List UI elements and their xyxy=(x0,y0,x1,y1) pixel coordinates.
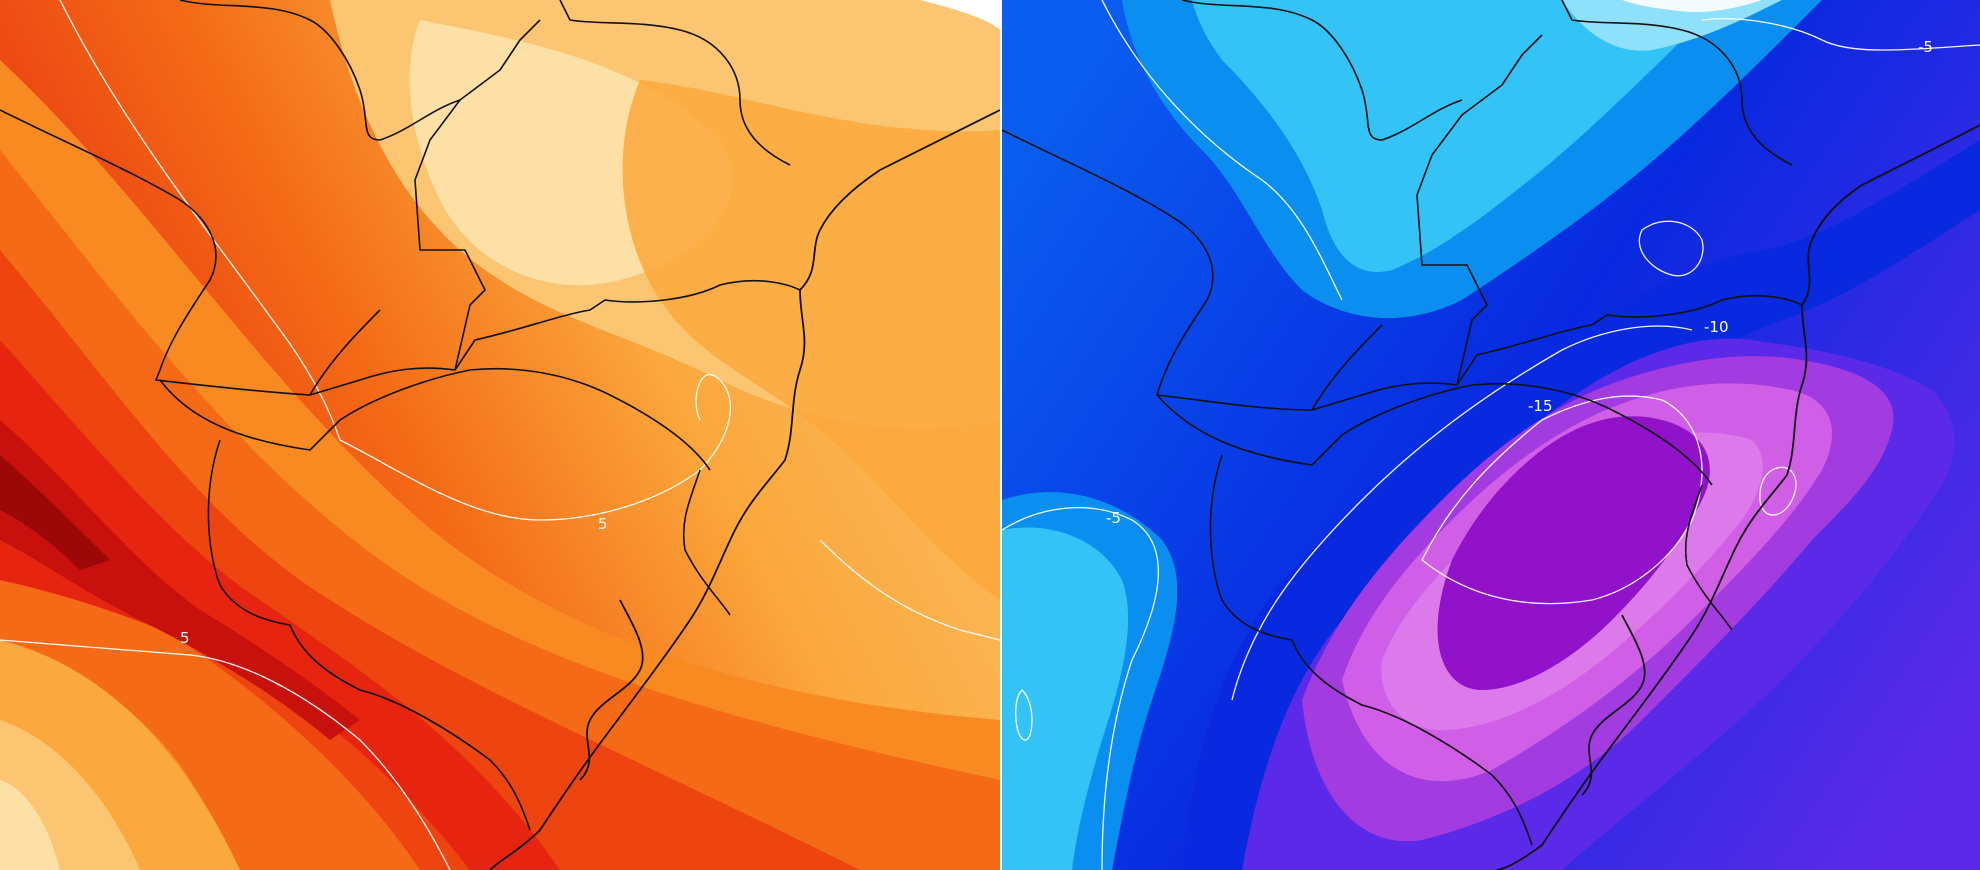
cold-contour-label: -15 xyxy=(1528,397,1553,415)
warm-borders xyxy=(0,0,1000,870)
cold-isotherm-west xyxy=(1002,507,1159,870)
cold-lobe-west-lighter xyxy=(1002,527,1129,870)
warm-lobe-east xyxy=(622,80,1000,600)
warm-isotherm-central xyxy=(339,373,732,521)
panel-divider xyxy=(1000,0,1002,870)
warm-core-maroon xyxy=(0,455,110,570)
cold-lagoon-outline xyxy=(1581,614,1646,796)
warm-contour-label: 5 xyxy=(598,515,608,533)
warm-anomaly-map: 5 5 xyxy=(0,0,1000,870)
cold-core-violet xyxy=(1437,416,1710,690)
cold-isotherm-small-loop xyxy=(1015,689,1033,741)
warm-white-corner xyxy=(920,0,1000,30)
cold-isotherm-north-loop xyxy=(1638,220,1704,277)
warm-coastline xyxy=(489,289,806,870)
cold-isotherm-east-loop xyxy=(1759,466,1797,516)
warm-band-bright-red xyxy=(0,340,560,870)
warm-lagoon-outline xyxy=(579,599,644,781)
cold-isotherm-north xyxy=(1101,0,1343,301)
cold-anomaly-map-panel: -5 -5 -10 -15 xyxy=(1002,0,1980,870)
warm-lobe-corner xyxy=(0,780,60,870)
cold-isotherm-core xyxy=(1421,395,1703,605)
warm-band-dark-red xyxy=(0,420,360,740)
cold-isotherm-central xyxy=(1231,325,1693,701)
cold-lobe-north-lighter xyxy=(1192,0,1722,272)
cold-contour-label: -5 xyxy=(1918,38,1933,56)
warm-isotherm-west xyxy=(59,0,341,441)
cold-contour-label: -5 xyxy=(1106,509,1121,527)
warm-contour-label: 5 xyxy=(180,629,190,647)
cold-borders xyxy=(1002,0,1980,870)
cold-coastline xyxy=(1496,304,1808,870)
warm-isotherm-east xyxy=(819,539,1000,641)
cold-isotherm-northeast xyxy=(1701,18,1980,51)
cold-contour-label: -10 xyxy=(1704,318,1729,336)
cold-anomaly-map: -5 -5 -10 -15 xyxy=(1002,0,1980,870)
cold-lobe-north-white xyxy=(1622,0,1762,12)
cold-lobe-north-pale xyxy=(1562,0,1782,51)
warm-isotherm-southwest xyxy=(0,639,451,870)
warm-anomaly-map-panel: 5 5 xyxy=(0,0,1000,870)
